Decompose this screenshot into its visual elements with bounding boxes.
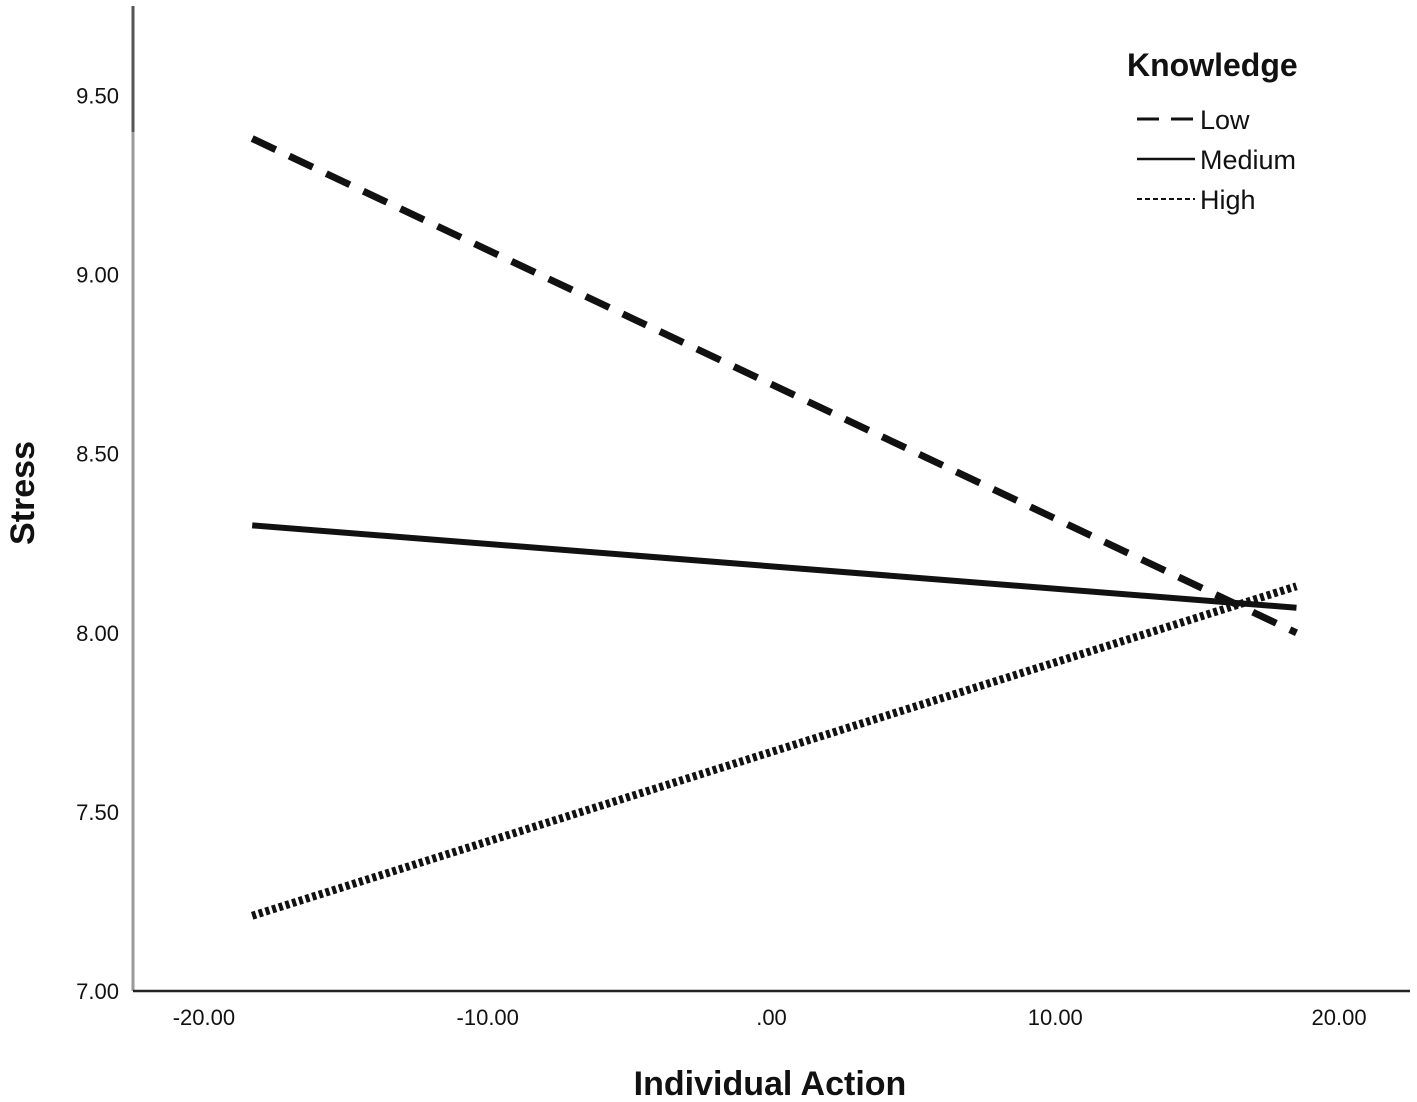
x-tick-label: 10.00 — [1028, 1005, 1083, 1030]
x-tick-label: 20.00 — [1312, 1005, 1367, 1030]
legend-label-low: Low — [1200, 105, 1250, 135]
series-line-medium — [251, 522, 1297, 611]
y-tick-label: 8.00 — [76, 621, 119, 646]
x-tick-label: .00 — [756, 1005, 787, 1030]
legend-label-medium: Medium — [1200, 145, 1296, 175]
x-tick-label: -10.00 — [457, 1005, 519, 1030]
y-axis-title: Stress — [4, 441, 42, 545]
series-lines — [250, 135, 1298, 920]
y-tick-label: 8.50 — [76, 442, 119, 467]
series-line-low — [250, 135, 1298, 636]
y-tick-label: 7.50 — [76, 800, 119, 825]
legend-label-high: High — [1200, 185, 1256, 215]
y-tick-label: 9.00 — [76, 263, 119, 288]
legend-items: Low Medium High — [1137, 105, 1296, 215]
y-tick-label: 7.00 — [76, 979, 119, 1004]
axes — [131, 6, 1410, 993]
y-tick-labels: 7.00 7.50 8.00 8.50 9.00 9.50 — [76, 84, 119, 1004]
legend: Knowledge Low Medium High — [1127, 47, 1298, 215]
x-axis-title: Individual Action — [634, 1065, 907, 1102]
x-tick-label: -20.00 — [173, 1005, 235, 1030]
y-tick-label: 9.50 — [76, 84, 119, 109]
legend-title: Knowledge — [1127, 47, 1298, 83]
x-tick-labels: -20.00 -10.00 .00 10.00 20.00 — [173, 1005, 1367, 1030]
series-line-high — [250, 582, 1298, 920]
